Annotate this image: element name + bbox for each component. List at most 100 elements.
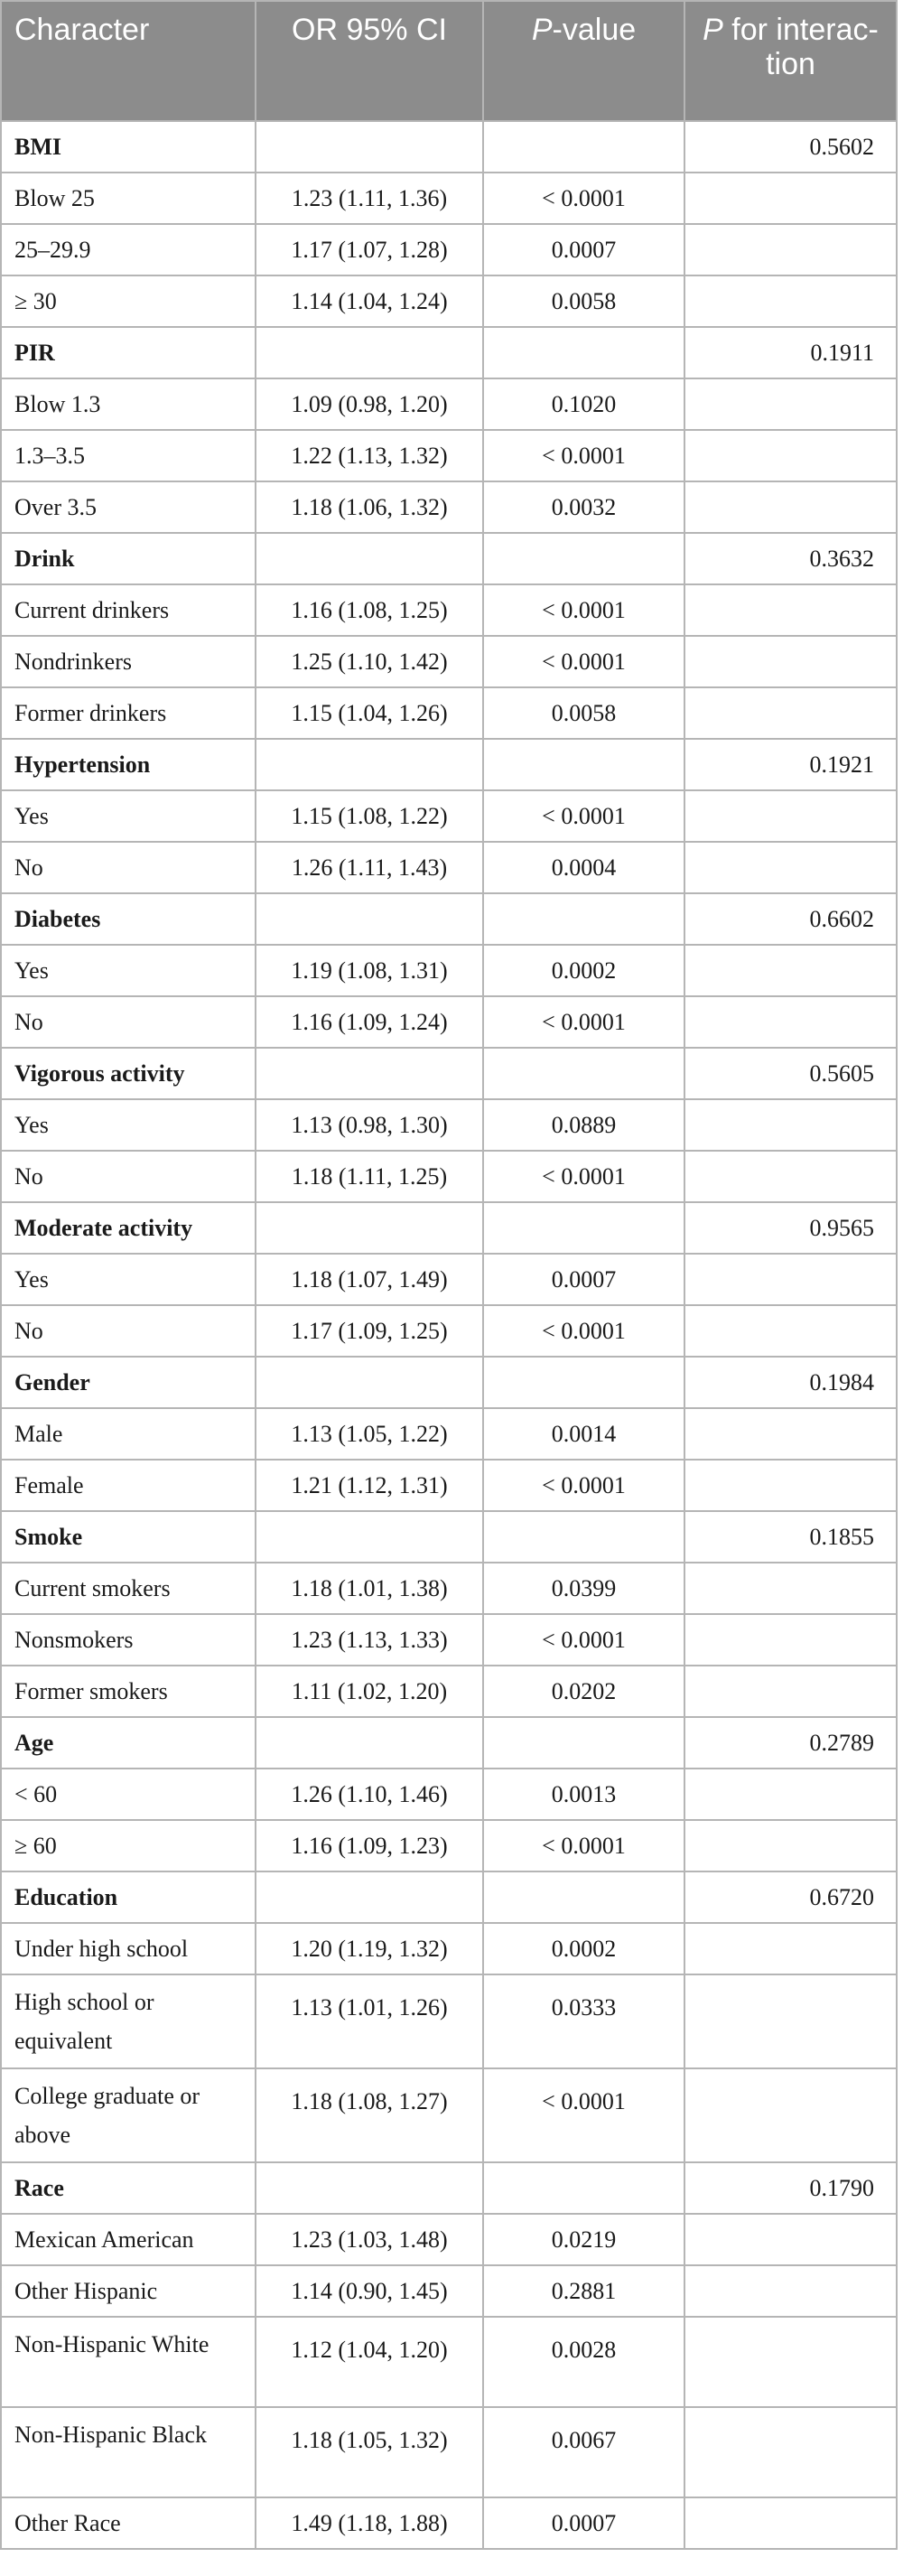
or-ci-cell: 1.26 (1.10, 1.46)	[255, 1768, 484, 1821]
p-value-cell: < 0.0001	[482, 1150, 685, 1203]
row-label: Current drinkers	[0, 583, 256, 637]
table-row: Yes 1.19 (1.08, 1.31) 0.0002	[0, 944, 898, 997]
row-label: Other Hispanic	[0, 2264, 256, 2318]
or-ci-cell: 1.16 (1.09, 1.23)	[255, 1819, 484, 1872]
or-ci-cell	[255, 1510, 484, 1563]
p-value-cell: 0.0067	[482, 2406, 685, 2498]
or-ci-cell	[255, 120, 484, 173]
p-interaction-cell: 0.3632	[684, 532, 898, 585]
row-label: < 60	[0, 1768, 256, 1821]
p-interaction-cell	[684, 944, 898, 997]
or-ci-cell: 1.18 (1.06, 1.32)	[255, 481, 484, 534]
or-ci-cell: 1.14 (1.04, 1.24)	[255, 275, 484, 328]
row-label: Current smokers	[0, 1562, 256, 1615]
row-label: Other Race	[0, 2497, 256, 2550]
p-interaction-cell	[684, 635, 898, 688]
header-p-rest: -value	[552, 13, 637, 47]
table-row: Under high school 1.20 (1.19, 1.32) 0.0002	[0, 1922, 898, 1975]
p-interaction-cell: 0.1855	[684, 1510, 898, 1563]
table-row: Nondrinkers 1.25 (1.10, 1.42) < 0.0001	[0, 635, 898, 688]
table-row: Over 3.5 1.18 (1.06, 1.32) 0.0032	[0, 481, 898, 534]
row-label: Over 3.5	[0, 481, 256, 534]
p-value-cell: 0.0058	[482, 686, 685, 740]
row-label: Hypertension	[0, 738, 256, 791]
header-pint-rest: for interac-tion	[722, 13, 879, 81]
p-value-cell	[482, 1201, 685, 1255]
table-row: < 60 1.26 (1.10, 1.46) 0.0013	[0, 1768, 898, 1821]
group-header-row: Diabetes 0.6602	[0, 892, 898, 946]
p-value-cell: < 0.0001	[482, 1819, 685, 1872]
group-header-row: Race 0.1790	[0, 2161, 898, 2215]
p-value-cell: 0.0004	[482, 841, 685, 894]
p-value-cell: 0.0889	[482, 1098, 685, 1152]
p-interaction-cell	[684, 1768, 898, 1821]
group-header-row: Drink 0.3632	[0, 532, 898, 585]
table-row: No 1.17 (1.09, 1.25) < 0.0001	[0, 1304, 898, 1358]
p-value-cell: 0.0002	[482, 944, 685, 997]
p-interaction-cell	[684, 1407, 898, 1461]
row-label: PIR	[0, 326, 256, 379]
or-ci-cell: 1.13 (1.01, 1.26)	[255, 1974, 484, 2069]
row-label: Non-Hispanic White	[0, 2316, 256, 2408]
p-interaction-cell: 0.6720	[684, 1871, 898, 1924]
p-interaction-cell	[684, 378, 898, 431]
p-value-cell: < 0.0001	[482, 1459, 685, 1512]
row-label: Smoke	[0, 1510, 256, 1563]
row-label: No	[0, 1150, 256, 1203]
group-header-row: Education 0.6720	[0, 1871, 898, 1924]
p-value-cell	[482, 2161, 685, 2215]
row-label: Yes	[0, 789, 256, 843]
table-row: Mexican American 1.23 (1.03, 1.48) 0.0219	[0, 2213, 898, 2266]
p-interaction-cell	[684, 2213, 898, 2266]
row-label: Age	[0, 1716, 256, 1769]
p-value-cell	[482, 326, 685, 379]
row-label: College graduate or above	[0, 2067, 256, 2163]
or-ci-cell	[255, 738, 484, 791]
p-interaction-cell	[684, 1562, 898, 1615]
p-interaction-cell	[684, 841, 898, 894]
group-header-row: PIR 0.1911	[0, 326, 898, 379]
or-ci-cell: 1.25 (1.10, 1.42)	[255, 635, 484, 688]
p-interaction-cell: 0.5605	[684, 1047, 898, 1100]
table-row: ≥ 30 1.14 (1.04, 1.24) 0.0058	[0, 275, 898, 328]
p-value-cell: < 0.0001	[482, 172, 685, 225]
row-label: No	[0, 995, 256, 1049]
table-body: BMI 0.5602 Blow 25 1.23 (1.11, 1.36) < 0.000…	[0, 120, 898, 2550]
table-row: Nonsmokers 1.23 (1.13, 1.33) < 0.0001	[0, 1613, 898, 1666]
or-ci-cell	[255, 1871, 484, 1924]
group-header-row: Gender 0.1984	[0, 1356, 898, 1409]
row-label: Race	[0, 2161, 256, 2215]
p-interaction-cell	[684, 2067, 898, 2163]
row-label: 1.3–3.5	[0, 429, 256, 482]
or-ci-cell	[255, 2161, 484, 2215]
p-interaction-cell	[684, 172, 898, 225]
p-value-cell: 0.0013	[482, 1768, 685, 1821]
table-row: Blow 25 1.23 (1.11, 1.36) < 0.0001	[0, 172, 898, 225]
table-row: Yes 1.13 (0.98, 1.30) 0.0889	[0, 1098, 898, 1152]
row-label: No	[0, 841, 256, 894]
row-label: High school or equivalent	[0, 1974, 256, 2069]
p-value-cell: < 0.0001	[482, 635, 685, 688]
p-interaction-cell: 0.9565	[684, 1201, 898, 1255]
table-row: Other Hispanic 1.14 (0.90, 1.45) 0.2881	[0, 2264, 898, 2318]
or-ci-cell: 1.15 (1.08, 1.22)	[255, 789, 484, 843]
or-ci-cell: 1.17 (1.07, 1.28)	[255, 223, 484, 276]
group-header-row: Moderate activity 0.9565	[0, 1201, 898, 1255]
row-label: Yes	[0, 944, 256, 997]
table-row: Non-Hispanic Black 1.18 (1.05, 1.32) 0.006…	[0, 2406, 898, 2498]
p-interaction-cell	[684, 1665, 898, 1718]
p-value-cell: < 0.0001	[482, 2067, 685, 2163]
or-ci-cell	[255, 1201, 484, 1255]
or-ci-cell: 1.20 (1.19, 1.32)	[255, 1922, 484, 1975]
p-interaction-cell	[684, 1253, 898, 1306]
p-value-cell: 0.0202	[482, 1665, 685, 1718]
p-value-cell: < 0.0001	[482, 429, 685, 482]
p-value-cell: 0.0028	[482, 2316, 685, 2408]
p-value-cell	[482, 1871, 685, 1924]
row-label: Mexican American	[0, 2213, 256, 2266]
row-label: Drink	[0, 532, 256, 585]
row-label: Former smokers	[0, 1665, 256, 1718]
or-ci-cell: 1.18 (1.08, 1.27)	[255, 2067, 484, 2163]
p-interaction-cell: 0.2789	[684, 1716, 898, 1769]
